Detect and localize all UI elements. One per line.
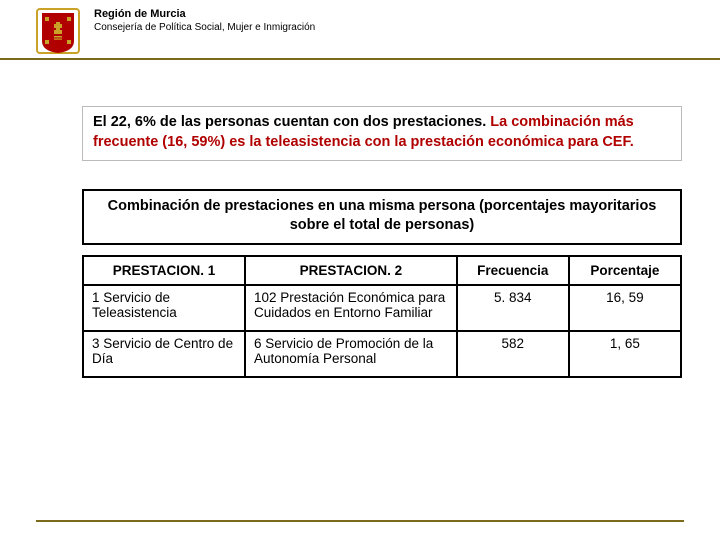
prestaciones-table: PRESTACION. 1 PRESTACION. 2 Frecuencia P…	[82, 255, 682, 378]
table-header-row: PRESTACION. 1 PRESTACION. 2 Frecuencia P…	[83, 256, 681, 285]
cell-p2: 102 Prestación Económica para Cuidados e…	[245, 285, 457, 331]
cell-freq: 582	[457, 331, 569, 377]
header-dept: Consejería de Política Social, Mujer e I…	[94, 21, 315, 34]
footer-rule	[36, 520, 684, 522]
header-region: Región de Murcia	[94, 8, 315, 21]
cell-pct: 1, 65	[569, 331, 681, 377]
cell-freq: 5. 834	[457, 285, 569, 331]
th-frecuencia: Frecuencia	[457, 256, 569, 285]
page-header: Región de Murcia Consejería de Política …	[0, 0, 720, 60]
table-caption: Combinación de prestaciones en una misma…	[102, 197, 662, 235]
table-row: 3 Servicio de Centro de Día 6 Servicio d…	[83, 331, 681, 377]
cell-p1: 1 Servicio de Teleasistencia	[83, 285, 245, 331]
summary-box: El 22, 6% de las personas cuentan con do…	[82, 106, 682, 161]
cell-pct: 16, 59	[569, 285, 681, 331]
region-shield-icon	[36, 8, 80, 56]
header-text-block: Región de Murcia Consejería de Política …	[94, 8, 315, 34]
summary-part1: El 22, 6% de las personas cuentan con do…	[93, 114, 490, 130]
th-prestacion1: PRESTACION. 1	[83, 256, 245, 285]
summary-text: El 22, 6% de las personas cuentan con do…	[93, 113, 671, 152]
th-porcentaje: Porcentaje	[569, 256, 681, 285]
table-row: 1 Servicio de Teleasistencia 102 Prestac…	[83, 285, 681, 331]
cell-p1: 3 Servicio de Centro de Día	[83, 331, 245, 377]
th-prestacion2: PRESTACION. 2	[245, 256, 457, 285]
cell-p2: 6 Servicio de Promoción de la Autonomía …	[245, 331, 457, 377]
table-caption-box: Combinación de prestaciones en una misma…	[82, 189, 682, 245]
